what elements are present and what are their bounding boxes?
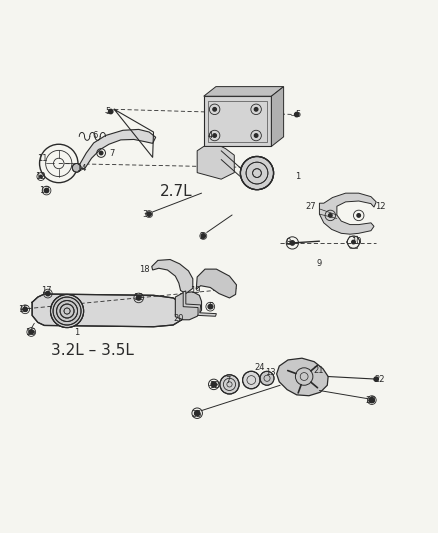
Text: 22: 22: [374, 375, 385, 384]
Circle shape: [328, 214, 332, 217]
Circle shape: [213, 108, 216, 111]
Polygon shape: [183, 291, 216, 316]
Text: 14: 14: [76, 164, 87, 173]
Text: 15: 15: [18, 305, 28, 314]
Text: 3: 3: [142, 211, 148, 220]
Text: 9: 9: [317, 260, 322, 269]
Circle shape: [46, 292, 50, 296]
Text: 24: 24: [255, 364, 265, 372]
Text: 5: 5: [105, 107, 110, 116]
Text: 19: 19: [190, 286, 200, 295]
Circle shape: [29, 330, 33, 334]
Text: 1: 1: [74, 328, 80, 337]
Circle shape: [374, 377, 378, 381]
Text: 5: 5: [295, 110, 300, 119]
Circle shape: [369, 398, 374, 403]
Bar: [204, 96, 272, 147]
Circle shape: [290, 241, 294, 245]
Text: 13: 13: [39, 186, 49, 195]
Text: 27: 27: [305, 202, 316, 211]
Text: 7: 7: [225, 376, 230, 385]
Polygon shape: [175, 292, 201, 320]
Text: 5: 5: [208, 302, 214, 311]
Text: 20: 20: [173, 314, 184, 324]
Circle shape: [260, 372, 274, 385]
Circle shape: [213, 134, 216, 138]
Text: 3.2L – 3.5L: 3.2L – 3.5L: [51, 343, 134, 358]
Text: 10: 10: [351, 237, 362, 246]
Text: 25: 25: [191, 409, 201, 418]
Circle shape: [243, 372, 260, 389]
Circle shape: [254, 134, 258, 138]
Polygon shape: [32, 294, 186, 327]
Circle shape: [50, 294, 84, 328]
Circle shape: [357, 214, 360, 217]
Polygon shape: [196, 269, 237, 298]
Text: 11: 11: [37, 154, 47, 163]
Circle shape: [23, 307, 27, 311]
Circle shape: [39, 175, 42, 178]
Circle shape: [44, 188, 49, 193]
Text: 7: 7: [110, 149, 115, 158]
Text: 8: 8: [285, 238, 291, 247]
Text: 12: 12: [133, 294, 144, 302]
Circle shape: [240, 157, 274, 190]
Circle shape: [294, 112, 299, 117]
Polygon shape: [319, 193, 376, 234]
Polygon shape: [152, 260, 193, 294]
Text: 18: 18: [139, 265, 150, 274]
Circle shape: [147, 212, 151, 216]
Text: 1: 1: [295, 173, 300, 182]
Circle shape: [99, 151, 103, 155]
Circle shape: [352, 240, 355, 244]
Text: 12: 12: [35, 173, 45, 182]
Polygon shape: [197, 147, 234, 179]
Polygon shape: [272, 87, 284, 147]
Text: 13: 13: [265, 368, 276, 377]
Text: 6: 6: [92, 131, 97, 140]
Text: 23: 23: [366, 397, 376, 406]
Circle shape: [72, 164, 81, 172]
Circle shape: [194, 410, 200, 416]
Text: 21: 21: [313, 366, 324, 375]
Text: 2.7L: 2.7L: [160, 184, 193, 199]
Text: 12: 12: [375, 202, 386, 211]
Text: 17: 17: [41, 286, 52, 295]
Polygon shape: [204, 87, 284, 96]
Circle shape: [211, 382, 216, 387]
Polygon shape: [277, 358, 328, 395]
Polygon shape: [77, 130, 155, 169]
Circle shape: [109, 109, 113, 114]
Text: 16: 16: [25, 328, 35, 337]
Circle shape: [137, 296, 141, 300]
Circle shape: [220, 375, 239, 394]
Text: 12: 12: [209, 381, 220, 390]
Bar: [208, 101, 267, 142]
Circle shape: [254, 108, 258, 111]
Text: 2: 2: [199, 232, 204, 241]
Circle shape: [201, 234, 205, 238]
Circle shape: [208, 304, 212, 309]
Text: 4: 4: [208, 131, 213, 140]
